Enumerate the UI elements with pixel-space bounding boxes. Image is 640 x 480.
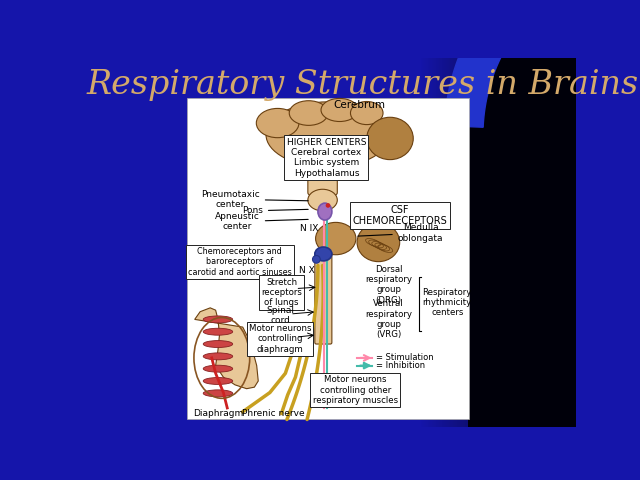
Text: Respiratory Structures in Brainstem: Respiratory Structures in Brainstem [86,69,640,100]
Text: = Inhibition: = Inhibition [376,361,425,370]
Text: Motor neurons
controlling other
respiratory muscles: Motor neurons controlling other respirat… [312,375,397,405]
Polygon shape [444,6,518,127]
Text: Spinal
cord: Spinal cord [266,306,294,325]
Text: Ventral
respiratory
group
(VRG): Ventral respiratory group (VRG) [365,300,412,339]
Text: Motor neurons
controlling
diaphragm: Motor neurons controlling diaphragm [249,324,311,354]
Text: Dorsal
respiratory
group
(DRG): Dorsal respiratory group (DRG) [365,264,412,305]
Bar [467,58,576,427]
Ellipse shape [204,378,233,384]
Text: Medulla
oblongata: Medulla oblongata [358,224,444,243]
Ellipse shape [204,328,233,335]
Text: Phrenic nerve: Phrenic nerve [243,409,305,418]
Text: CSF
CHEMORECEPTORS: CSF CHEMORECEPTORS [353,204,447,226]
Ellipse shape [204,390,233,397]
Text: Diaphragm: Diaphragm [193,409,243,418]
Text: N X: N X [300,265,315,275]
Text: Pneumotaxic
center: Pneumotaxic center [201,190,308,209]
Ellipse shape [357,223,400,262]
FancyBboxPatch shape [308,147,337,195]
Text: Pons: Pons [242,206,308,216]
Text: Chemoreceptors and
baroreceptors of
carotid and aortic sinuses: Chemoreceptors and baroreceptors of caro… [188,247,292,276]
Text: Apneustic
center: Apneustic center [215,212,308,231]
Circle shape [326,203,330,208]
Polygon shape [487,31,640,134]
Ellipse shape [256,108,299,138]
Circle shape [312,255,320,263]
Ellipse shape [315,247,332,261]
Ellipse shape [367,117,413,160]
Polygon shape [488,0,640,19]
Ellipse shape [321,98,358,121]
Ellipse shape [318,203,332,220]
Ellipse shape [204,316,233,323]
Ellipse shape [351,101,383,125]
Text: = Stimulation: = Stimulation [376,353,434,362]
FancyBboxPatch shape [315,252,332,344]
Text: Stretch
receptors
of lungs: Stretch receptors of lungs [261,277,302,307]
Ellipse shape [266,102,390,168]
Ellipse shape [316,222,356,255]
Text: Respiratory
rhythmicity
centers: Respiratory rhythmicity centers [422,288,472,317]
Ellipse shape [204,341,233,348]
Bar [187,97,469,420]
Ellipse shape [204,353,233,360]
Text: Cerebrum: Cerebrum [333,100,385,110]
Text: HIGHER CENTERS
Cerebral cortex
Limbic system
Hypothalamus: HIGHER CENTERS Cerebral cortex Limbic sy… [287,138,366,178]
Ellipse shape [289,101,328,125]
Ellipse shape [308,189,337,211]
Text: N IX: N IX [300,224,319,233]
Polygon shape [195,308,259,389]
Ellipse shape [204,365,233,372]
